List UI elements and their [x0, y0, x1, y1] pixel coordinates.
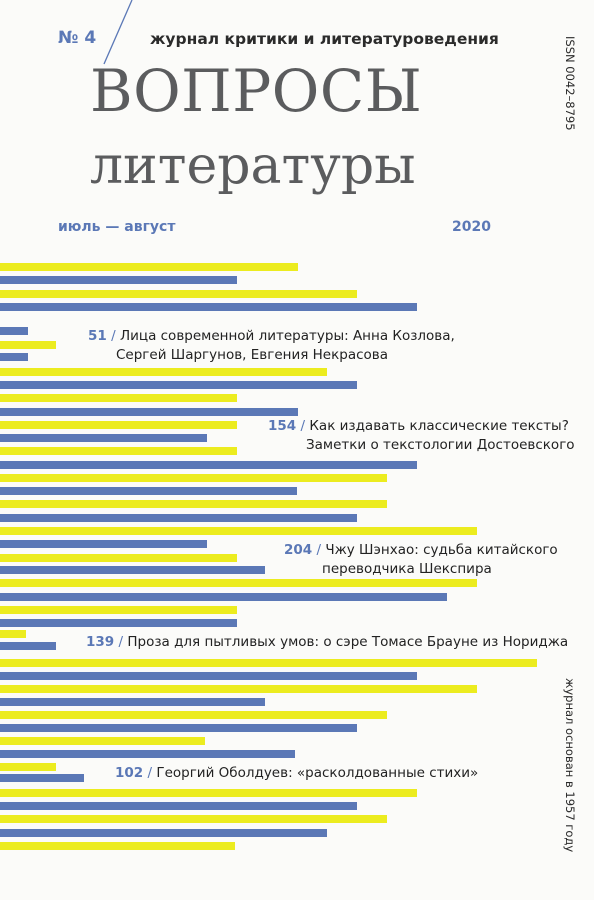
journal-subtitle: журнал критики и литературоведения — [150, 30, 499, 48]
toc-separator: / — [300, 418, 306, 434]
yellow-stripe — [0, 527, 477, 535]
yellow-stripe — [0, 659, 537, 667]
yellow-stripe — [0, 815, 387, 823]
toc-title-line: Лица современной литературы: Анна Козлов… — [119, 328, 455, 344]
blue-stripe — [0, 381, 357, 389]
toc-title-line: Заметки о текстологии Достоевского — [306, 437, 575, 453]
toc-entry-139: 139 / Проза для пытливых умов: о сэре То… — [82, 633, 573, 651]
blue-stripe — [0, 566, 265, 574]
toc-page-number: 51 — [88, 328, 107, 344]
yellow-stripe — [0, 263, 298, 271]
toc-entry-204-continuation: переводчика Шекспира — [318, 560, 496, 578]
blue-stripe — [0, 829, 327, 837]
yellow-stripe — [0, 737, 205, 745]
toc-title-line: Проза для пытливых умов: о сэре Томасе Б… — [127, 634, 569, 650]
yellow-stripe — [0, 630, 26, 638]
toc-separator: / — [316, 542, 322, 558]
toc-page-number: 102 — [115, 765, 144, 781]
blue-stripe — [0, 750, 295, 758]
yellow-stripe — [0, 474, 387, 482]
blue-stripe — [0, 774, 84, 782]
blue-stripe — [0, 408, 298, 416]
yellow-stripe — [0, 394, 237, 402]
yellow-stripe — [0, 606, 237, 614]
toc-entry-154: 154 / Как издавать классические тексты? — [264, 417, 573, 435]
toc-title-line: Чжу Шэнхао: судьба китайского — [325, 542, 558, 558]
yellow-stripe — [0, 421, 237, 429]
toc-entry-204: 204 / Чжу Шэнхао: судьба китайского — [280, 541, 562, 559]
yellow-stripe — [0, 290, 357, 298]
blue-stripe — [0, 461, 417, 469]
yellow-stripe — [0, 685, 477, 693]
yellow-stripe — [0, 500, 387, 508]
issue-period: июль — август — [58, 219, 176, 235]
blue-stripe — [0, 724, 357, 732]
yellow-stripe — [0, 554, 237, 562]
toc-title-line: Сергей Шаргунов, Евгения Некрасова — [116, 347, 389, 363]
blue-stripe — [0, 540, 207, 548]
blue-stripe — [0, 353, 28, 361]
toc-entry-51: 51 / Лица современной литературы: Анна К… — [84, 327, 459, 345]
blue-stripe — [0, 434, 207, 442]
header-slash-decoration — [103, 0, 133, 65]
issn-label: ISSN 0042–8795 — [563, 36, 577, 131]
blue-stripe — [0, 802, 357, 810]
blue-stripe — [0, 514, 357, 522]
yellow-stripe — [0, 711, 387, 719]
yellow-stripe — [0, 341, 56, 349]
blue-stripe — [0, 619, 237, 627]
journal-title-line1: ВОПРОСЫ — [90, 57, 423, 125]
blue-stripe — [0, 327, 28, 335]
yellow-stripe — [0, 447, 237, 455]
blue-stripe — [0, 642, 56, 650]
issue-year: 2020 — [452, 219, 491, 235]
yellow-stripe — [0, 368, 327, 376]
blue-stripe — [0, 303, 417, 311]
blue-stripe — [0, 672, 417, 680]
toc-separator: / — [111, 328, 116, 344]
issue-number: № 4 — [58, 28, 97, 48]
yellow-stripe — [0, 789, 417, 797]
yellow-stripe — [0, 763, 56, 771]
toc-separator: / — [147, 765, 153, 781]
toc-page-number: 139 — [86, 634, 115, 650]
toc-entry-51-continuation: Сергей Шаргунов, Евгения Некрасова — [112, 346, 393, 364]
blue-stripe — [0, 593, 447, 601]
toc-page-number: 204 — [284, 542, 313, 558]
toc-title-line: переводчика Шекспира — [322, 561, 492, 577]
toc-entry-102: 102 / Георгий Оболдуев: «расколдованные … — [111, 764, 483, 782]
toc-page-number: 154 — [268, 418, 297, 434]
toc-title-line: Георгий Оболдуев: «расколдованные стихи» — [156, 765, 479, 781]
blue-stripe — [0, 276, 237, 284]
toc-separator: / — [118, 634, 124, 650]
yellow-stripe — [0, 579, 477, 587]
yellow-stripe — [0, 842, 235, 850]
blue-stripe — [0, 698, 265, 706]
toc-title-line: Как издавать классические тексты? — [309, 418, 569, 434]
toc-entry-154-continuation: Заметки о текстологии Достоевского — [302, 436, 579, 454]
founded-label: журнал основан в 1957 году — [563, 678, 577, 853]
blue-stripe — [0, 487, 297, 495]
journal-title-line2: литературы — [90, 136, 416, 196]
